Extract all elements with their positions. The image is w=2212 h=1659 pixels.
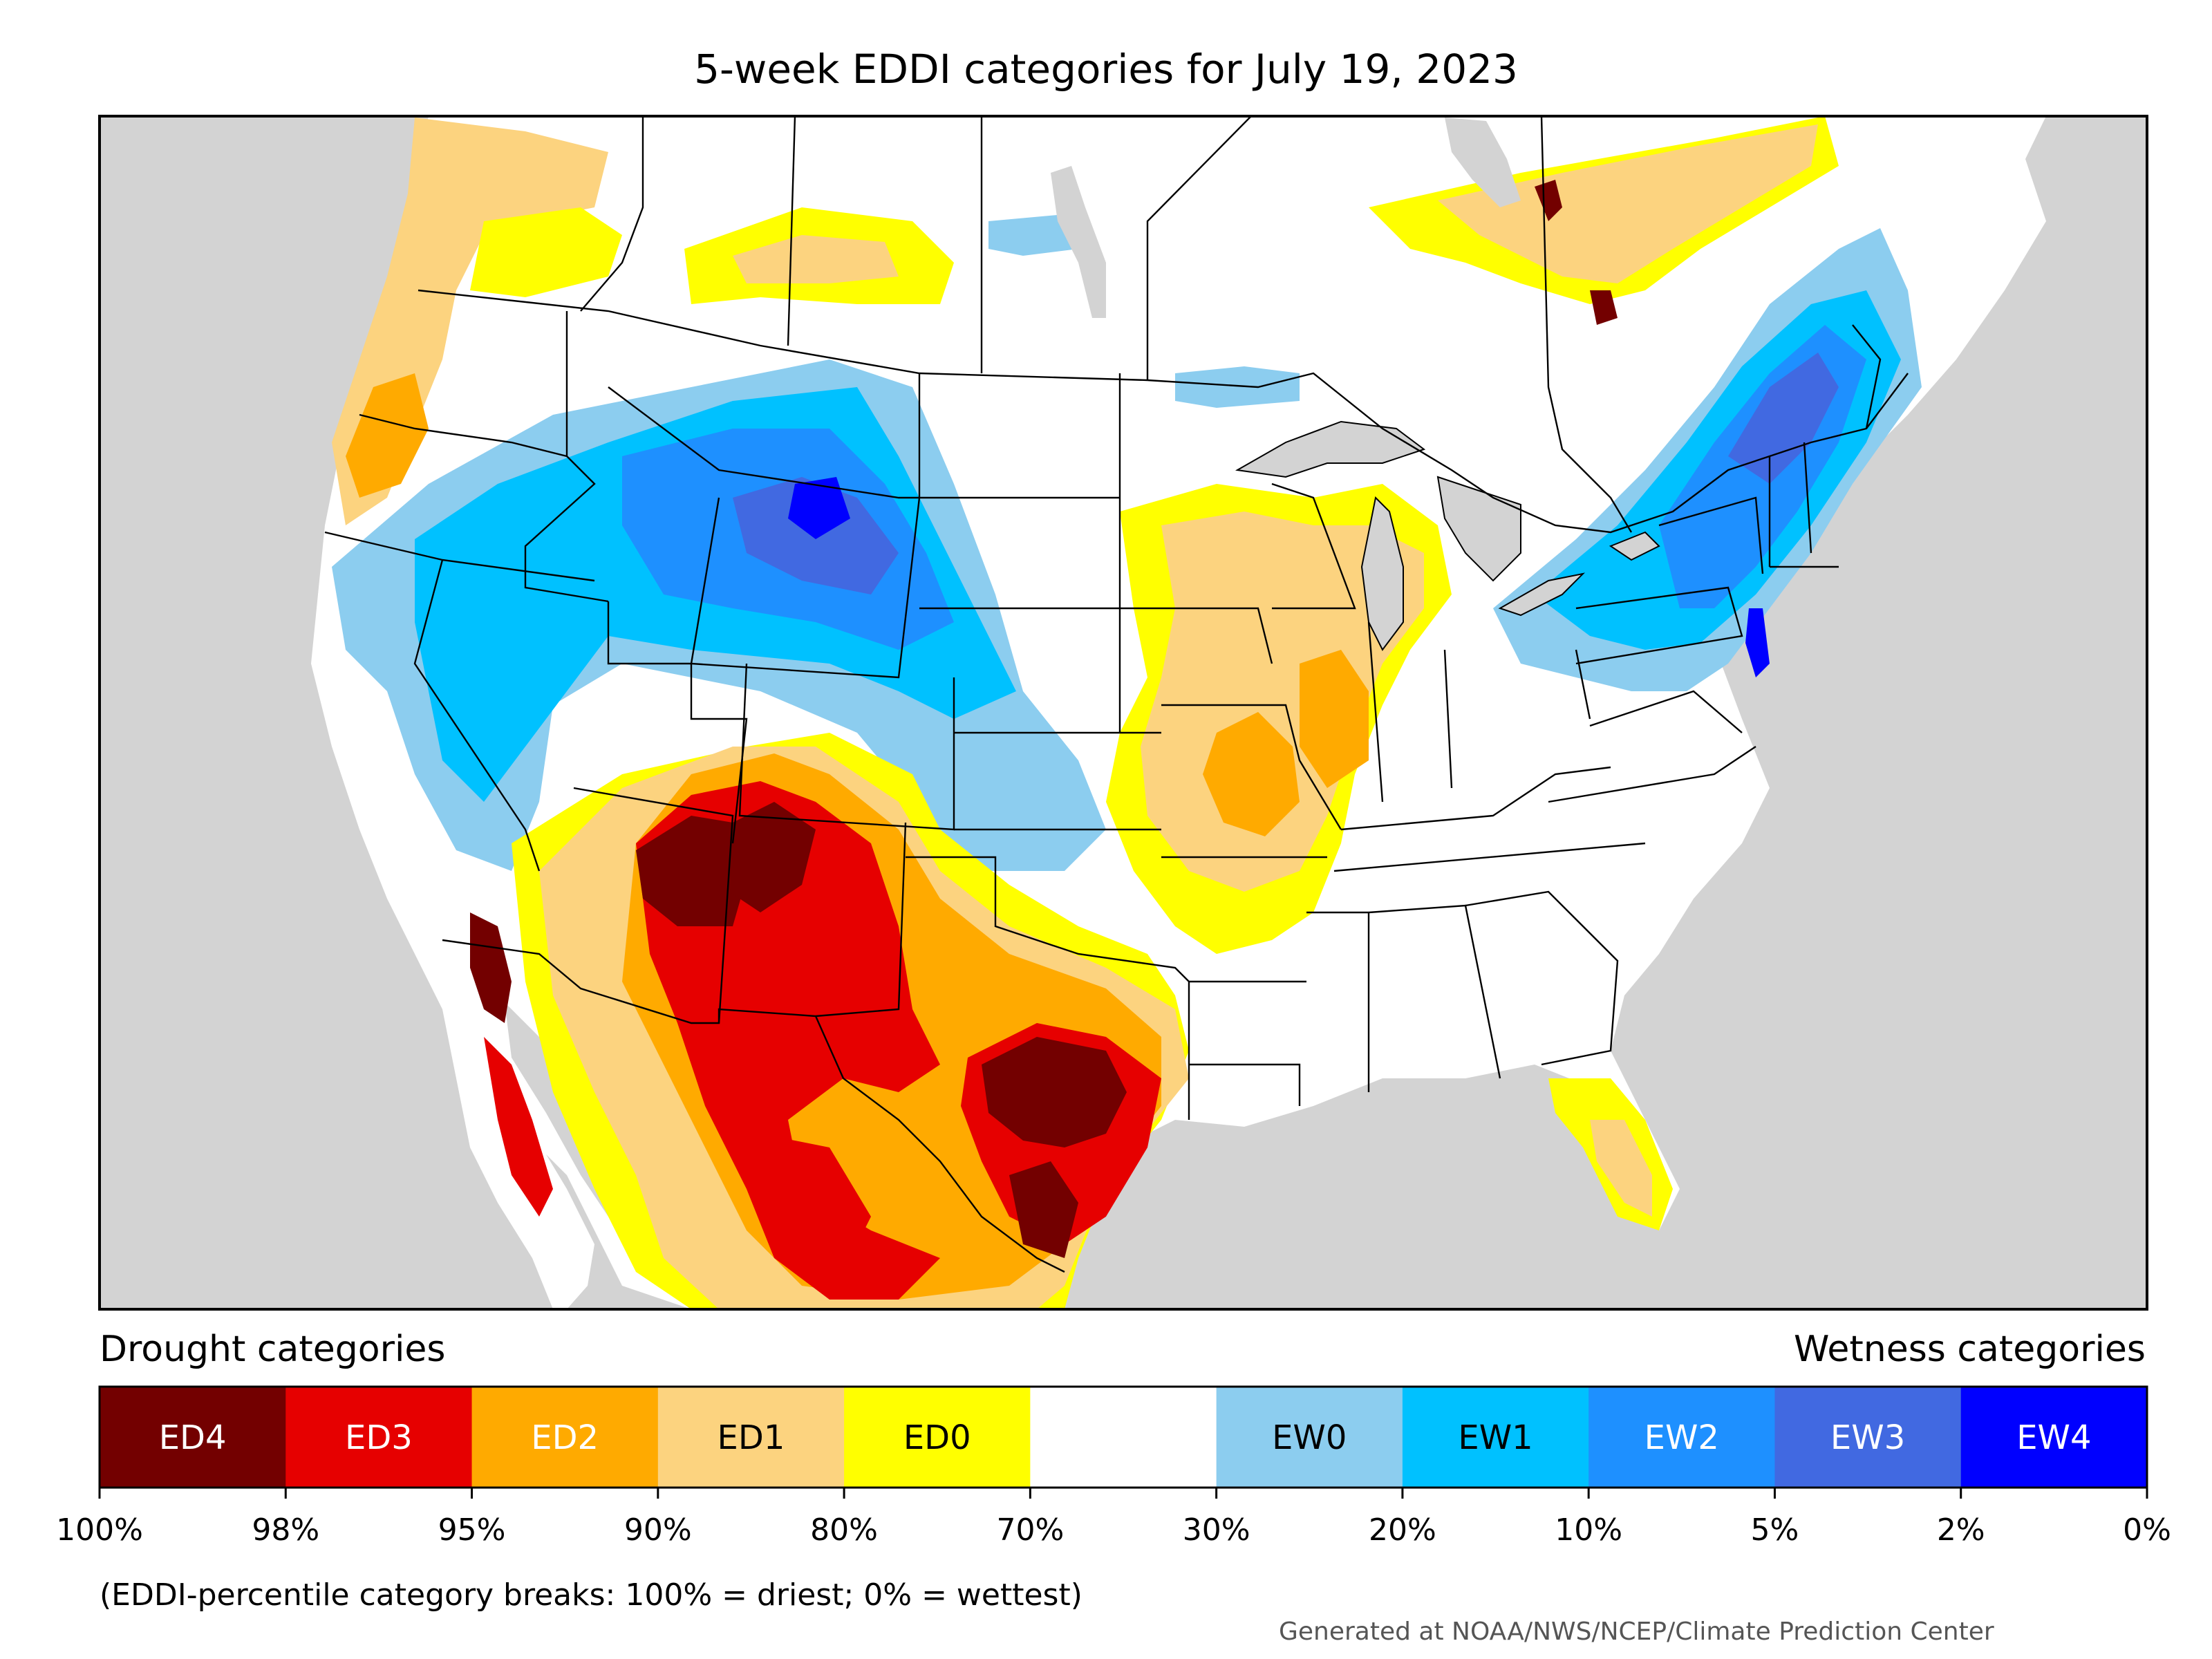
lake-ontario: [1609, 531, 1660, 561]
new-england-border: [1768, 442, 1839, 568]
ontario-quebec-border: [1540, 116, 1633, 533]
legend-swatch-ew3: [1774, 1387, 1962, 1488]
ne-ks-border: [954, 731, 1161, 831]
break-label: 5%: [1750, 1512, 1799, 1548]
break-label: 100%: [56, 1512, 143, 1548]
az-nm-border: [573, 787, 734, 1024]
legend-swatch-ed2: [471, 1387, 659, 1488]
lake-nipigon: [1445, 118, 1521, 207]
break-label: 70%: [996, 1512, 1065, 1548]
break-label: 80%: [810, 1512, 878, 1548]
political-borders: [324, 116, 1909, 1273]
colorbar-frame: [98, 1385, 2148, 1489]
map-frame: [98, 115, 2148, 1311]
wi-mi-border: [1271, 482, 1356, 610]
baja-drought-ed4: [470, 912, 512, 1023]
quebec-ed1: [1438, 124, 1818, 283]
us-canada-border: [418, 289, 1909, 534]
legend-swatch-ed1: [657, 1387, 845, 1488]
ar-la-border: [1189, 980, 1306, 1106]
ontario-ew0: [1175, 366, 1300, 408]
south-texas-ed4: [1009, 1161, 1078, 1258]
sask-ew0: [988, 214, 1078, 256]
break-label: 30%: [1182, 1512, 1250, 1548]
legend-swatch-ed4: [100, 1387, 286, 1488]
figure-title: 5-week EDDI categories for July 19, 2023: [694, 46, 1518, 93]
nv-border: [413, 559, 541, 872]
nm-tx-border: [815, 822, 907, 1018]
west-wet-ew4: [788, 477, 850, 539]
legend-swatch-ew4: [1960, 1387, 2148, 1488]
va-nc-border: [1548, 690, 1756, 803]
canada-prairie-ed1: [733, 235, 899, 283]
lake-michigan: [1360, 496, 1404, 651]
legend-swatch-ew0: [1216, 1387, 1403, 1488]
pa-ny-border: [1575, 496, 1764, 665]
midwest-ed2: [1203, 712, 1300, 836]
legend-label-ed2: ED2: [531, 1418, 599, 1457]
legend-swatch-ew1: [1402, 1387, 1589, 1488]
nm-drought-ed4: [719, 802, 816, 912]
lake-superior: [1235, 420, 1426, 478]
legend-swatch-ed3: [285, 1387, 473, 1488]
legend-label-ed3: ED3: [345, 1418, 413, 1457]
break-label: 20%: [1369, 1512, 1436, 1548]
quebec-nb-border: [1852, 324, 1882, 429]
mo-ia-border: [1120, 607, 1342, 859]
nw-drought-ed2: [346, 373, 429, 498]
alberta-sask-border: [787, 116, 796, 346]
ga-sc-border: [1465, 890, 1619, 1066]
nw-drought-ed0: [470, 207, 622, 297]
illinois-ed2: [1300, 650, 1369, 788]
eddi-category-patches: [332, 116, 1922, 1309]
legend-swatch-neutral: [1030, 1387, 1217, 1488]
midwest-ed1: [1141, 512, 1424, 892]
quebec-ed4: [1535, 180, 1562, 221]
dakotas-border: [919, 373, 1121, 733]
bc-alberta-border: [580, 116, 644, 312]
legend-label-ew0: EW0: [1272, 1418, 1347, 1457]
ut-border: [607, 601, 748, 844]
legend-label-ed1: ED1: [718, 1418, 785, 1457]
break-label: 10%: [1555, 1512, 1623, 1548]
northeast-ew3: [1728, 353, 1839, 484]
wa-or-border: [359, 413, 568, 458]
manitoba-ontario-border: [1146, 116, 1252, 380]
mexico-drought-ed3: [760, 1134, 871, 1272]
legend-label-ed4: ED4: [159, 1418, 227, 1457]
legend-swatch-ew2: [1588, 1387, 1775, 1488]
baja-drought-ed3: [484, 1037, 553, 1217]
wy-border: [690, 497, 921, 679]
break-label: 90%: [624, 1512, 692, 1548]
legend-label-ew2: EW2: [1644, 1418, 1719, 1457]
lake-erie: [1498, 572, 1586, 617]
tn-ky-border: [1333, 766, 1646, 872]
lake-winnipeg: [1051, 166, 1106, 318]
mt-border: [608, 373, 921, 499]
il-in-oh-border: [1367, 621, 1591, 803]
break-label: 0%: [2123, 1512, 2171, 1548]
break-label: 98%: [252, 1512, 320, 1548]
florida-ed1: [1590, 1120, 1652, 1217]
drought-categories-heading: Drought categories: [100, 1329, 446, 1370]
break-label: 2%: [1936, 1512, 1985, 1548]
footnote: (EDDI-percentile category breaks: 100% =…: [100, 1577, 1082, 1613]
legend-swatch-ed0: [844, 1387, 1031, 1488]
texas-drought-ed4: [982, 1037, 1127, 1147]
break-label: 95%: [438, 1512, 506, 1548]
legend-label-ew4: EW4: [2016, 1418, 2091, 1457]
legend-label-ed0: ED0: [903, 1418, 971, 1457]
co-border: [738, 663, 955, 831]
id-border: [524, 311, 609, 603]
quebec-ed4b: [1590, 290, 1618, 325]
legend-label-ew3: EW3: [1830, 1418, 1905, 1457]
nj-ew4: [1745, 608, 1770, 677]
wetness-categories-heading: Wetness categories: [1794, 1329, 2146, 1370]
credit-line: Generated at NOAA/NWS/NCEP/Climate Predi…: [1279, 1618, 1994, 1646]
legend-label-ew1: EW1: [1458, 1418, 1533, 1457]
